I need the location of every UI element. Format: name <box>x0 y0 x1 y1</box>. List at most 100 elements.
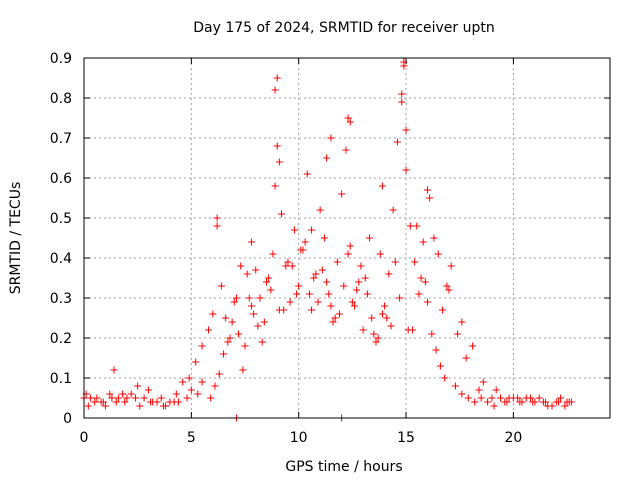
data-point <box>260 318 268 326</box>
data-point <box>310 274 318 282</box>
data-point <box>269 250 277 258</box>
data-point <box>357 262 365 270</box>
data-point <box>187 386 195 394</box>
data-point <box>389 206 397 214</box>
data-point <box>544 402 552 410</box>
data-point <box>471 398 479 406</box>
data-point <box>346 242 354 250</box>
data-point <box>230 298 238 306</box>
data-point <box>172 390 180 398</box>
data-point <box>110 366 118 374</box>
data-point <box>454 330 462 338</box>
x-axis-label: GPS time / hours <box>285 459 402 475</box>
data-point <box>228 318 236 326</box>
data-point <box>271 86 279 94</box>
data-point <box>123 394 131 402</box>
data-point <box>458 390 466 398</box>
data-point <box>211 382 219 390</box>
data-point <box>351 302 359 310</box>
x-tick-label: 20 <box>504 430 522 446</box>
data-point <box>84 402 92 410</box>
data-point <box>250 310 258 318</box>
data-point <box>501 398 509 406</box>
data-point <box>207 394 215 402</box>
data-point <box>464 394 472 402</box>
data-point <box>252 266 260 274</box>
data-point <box>469 342 477 350</box>
data-point <box>170 398 178 406</box>
data-point <box>424 186 432 194</box>
data-point <box>213 214 221 222</box>
data-point <box>398 90 406 98</box>
data-point <box>346 118 354 126</box>
data-point <box>320 234 328 242</box>
data-point <box>297 246 305 254</box>
data-point <box>432 346 440 354</box>
data-point <box>308 226 316 234</box>
data-point <box>86 394 94 402</box>
y-tick-label: 0.8 <box>50 91 72 107</box>
data-point <box>205 326 213 334</box>
data-point <box>325 290 333 298</box>
y-tick-label: 0.3 <box>50 291 72 307</box>
data-point <box>368 314 376 322</box>
y-tick-label: 0.9 <box>50 51 72 67</box>
data-point <box>286 298 294 306</box>
data-point <box>323 154 331 162</box>
data-point <box>209 310 217 318</box>
data-point <box>475 386 483 394</box>
data-point <box>305 290 313 298</box>
data-point <box>265 274 273 282</box>
data-point <box>492 386 500 394</box>
data-point <box>490 402 498 410</box>
data-point <box>340 282 348 290</box>
data-point <box>327 134 335 142</box>
data-point <box>316 206 324 214</box>
data-point <box>183 394 191 402</box>
data-point <box>314 298 322 306</box>
data-point <box>273 142 281 150</box>
data-point <box>353 286 361 294</box>
data-point <box>342 146 350 154</box>
data-point <box>363 290 371 298</box>
data-point <box>428 330 436 338</box>
data-point <box>267 286 275 294</box>
data-point <box>434 250 442 258</box>
data-point <box>355 278 363 286</box>
data-point <box>331 314 339 322</box>
data-point <box>288 262 296 270</box>
data-point <box>527 394 535 402</box>
data-point <box>112 398 120 406</box>
data-point <box>557 394 565 402</box>
data-point <box>419 238 427 246</box>
data-point <box>198 378 206 386</box>
data-point <box>312 270 320 278</box>
data-point <box>254 322 262 330</box>
data-point <box>406 222 414 230</box>
chart-title: Day 175 of 2024, SRMTID for receiver upt… <box>193 20 495 36</box>
y-tick-label: 0.7 <box>50 131 72 147</box>
data-point <box>273 74 281 82</box>
data-point <box>303 170 311 178</box>
data-point <box>366 234 374 242</box>
data-point <box>387 322 395 330</box>
data-point <box>162 402 170 410</box>
data-point <box>374 334 382 342</box>
y-tick-label: 0 <box>63 411 72 427</box>
data-point <box>132 394 140 402</box>
data-point <box>127 390 135 398</box>
data-point <box>402 126 410 134</box>
y-tick-label: 0.2 <box>50 331 72 347</box>
data-point <box>443 282 451 290</box>
data-point <box>293 290 301 298</box>
data-point <box>479 378 487 386</box>
plot-frame <box>83 57 611 419</box>
data-point <box>144 386 152 394</box>
data-point <box>439 306 447 314</box>
data-point <box>370 330 378 338</box>
data-point <box>136 402 144 410</box>
data-point <box>290 226 298 234</box>
data-point <box>185 374 193 382</box>
data-point <box>220 350 228 358</box>
data-point <box>372 338 380 346</box>
